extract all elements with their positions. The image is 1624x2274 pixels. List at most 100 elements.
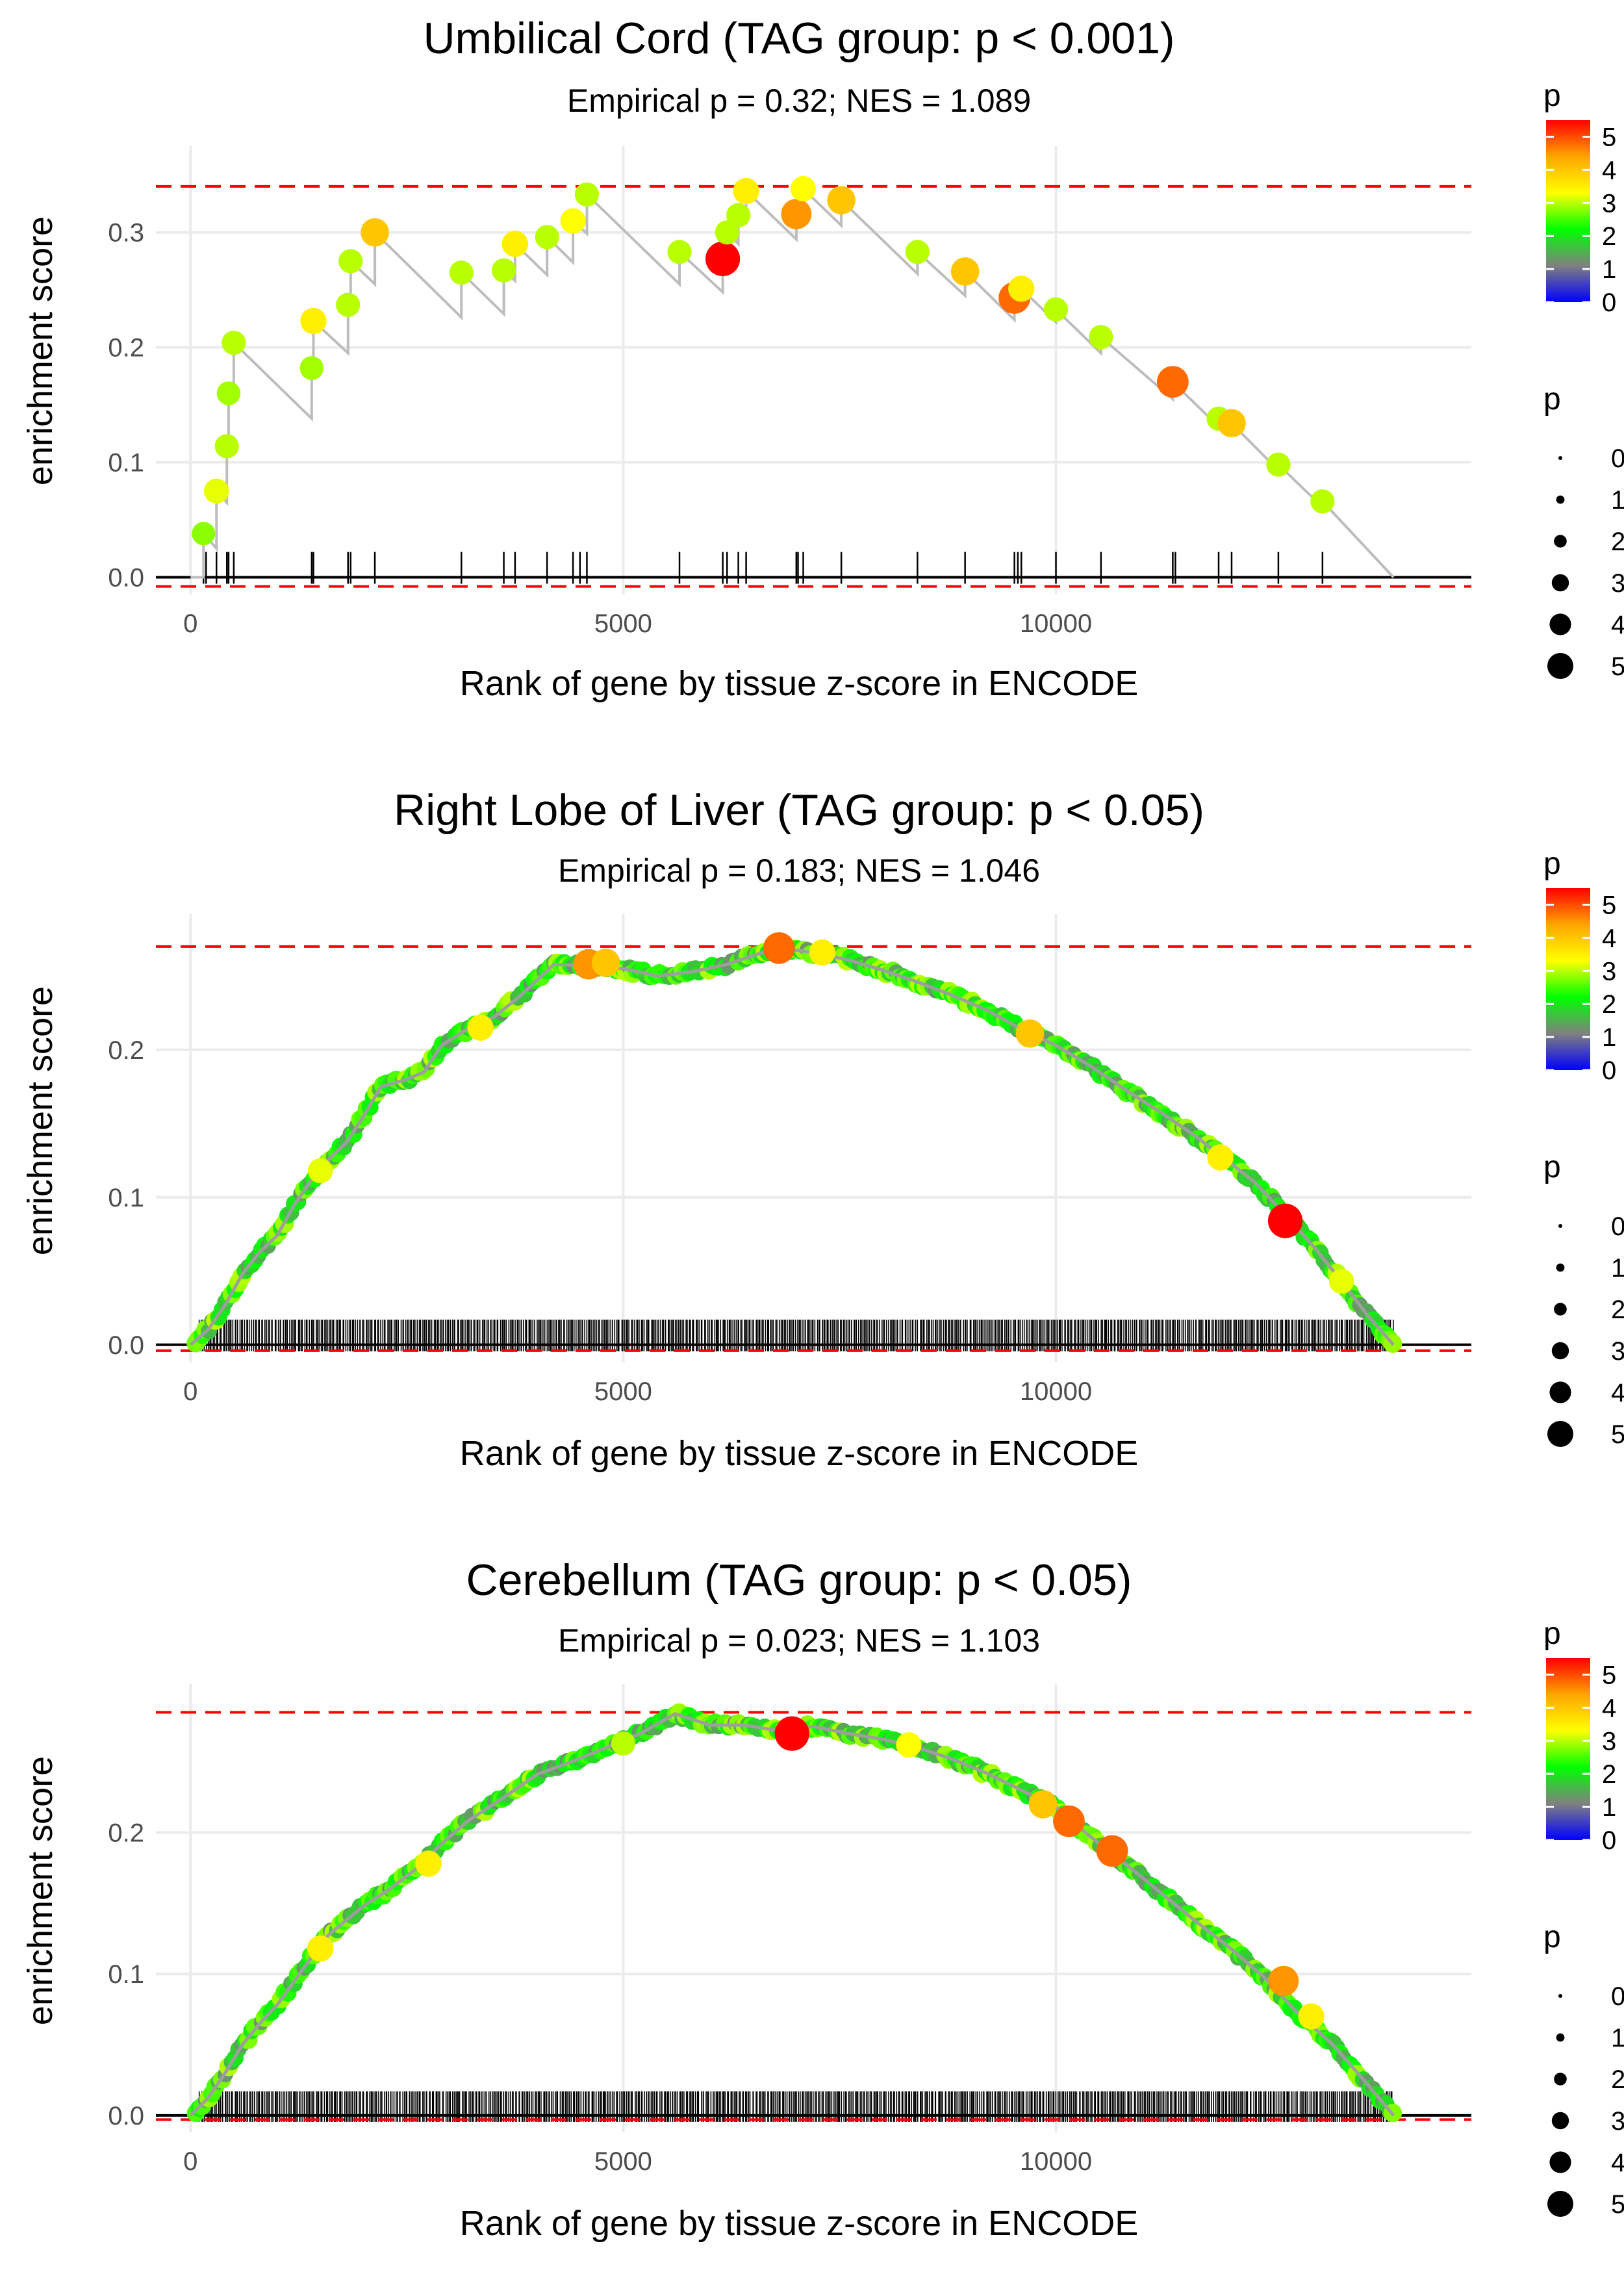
data-point — [1310, 489, 1335, 514]
x-tick-label: 10000 — [1020, 609, 1092, 638]
size-legend-dot — [1551, 1342, 1569, 1360]
data-point — [790, 175, 817, 202]
size-legend-label: 1 — [1611, 2024, 1624, 2052]
data-point — [299, 356, 324, 380]
size-legend-dot — [1554, 535, 1567, 548]
size-legend-dot — [1547, 1421, 1573, 1447]
size-legend-label: 0 — [1611, 1982, 1624, 2011]
data-point — [1266, 452, 1291, 477]
x-tick-label: 0 — [183, 609, 197, 638]
data-point — [501, 231, 529, 257]
color-bar-label: 1 — [1602, 255, 1616, 284]
y-axis-label: enrichment score — [21, 1756, 60, 2025]
y-tick-label: 0.2 — [108, 1819, 144, 1848]
color-legend-title: p — [1543, 847, 1561, 881]
color-bar-label: 2 — [1602, 1760, 1616, 1789]
y-tick-label: 0.0 — [108, 2102, 144, 2130]
legend-right-lobe-of-liver: p 0 1 2 3 4 5 p 0 1 2 3 4 5 — [1543, 847, 1624, 1449]
color-bar — [1546, 1658, 1590, 1840]
x-tick-label: 5000 — [594, 1377, 652, 1406]
color-bar-label: 5 — [1602, 123, 1616, 151]
size-legend-label: 0 — [1611, 1212, 1624, 1241]
color-bar-label: 5 — [1602, 891, 1616, 919]
enrichment-curve — [189, 1711, 1395, 2117]
chart-title: Right Lobe of Liver (TAG group: p < 0.05… — [394, 786, 1204, 835]
color-bar-label: 3 — [1602, 957, 1616, 986]
panel-umbilical-cord: Umbilical Cord (TAG group: p < 0.001) Em… — [21, 14, 1624, 703]
color-bar — [1546, 120, 1590, 302]
highlight-point — [1298, 2003, 1325, 2030]
color-bar-label: 3 — [1602, 1727, 1616, 1756]
y-axis-label: enrichment score — [21, 216, 60, 485]
size-legend-dot — [1558, 456, 1562, 460]
data-point — [726, 203, 751, 227]
size-legend-dot — [1556, 495, 1565, 504]
size-legend-label: 4 — [1611, 1379, 1624, 1407]
size-legend-dot — [1549, 1381, 1571, 1403]
highlight-point — [1015, 1019, 1045, 1048]
color-bar — [1546, 888, 1590, 1070]
data-point — [705, 241, 741, 276]
size-legend-label: 2 — [1611, 1296, 1624, 1324]
size-legend-dot — [1556, 2033, 1565, 2042]
chart-subtitle: Empirical p = 0.32; NES = 1.089 — [567, 83, 1031, 119]
data-point — [667, 240, 692, 264]
data-point — [560, 208, 586, 234]
y-tick-label: 0.2 — [108, 1036, 144, 1065]
y-tick-label: 0.1 — [108, 1184, 144, 1212]
size-legend-dot — [1547, 2191, 1573, 2217]
highlight-point — [307, 1158, 333, 1184]
data-point — [214, 434, 239, 459]
data-point — [1217, 409, 1246, 438]
color-bar-label: 4 — [1602, 924, 1616, 952]
highlight-point — [415, 1850, 442, 1877]
size-legend-title: p — [1543, 1150, 1561, 1184]
data-point — [827, 186, 856, 214]
highlight-point — [1267, 1203, 1303, 1238]
size-legend-dot — [1551, 2112, 1569, 2130]
size-legend-label: 1 — [1611, 486, 1624, 515]
data-point — [491, 258, 516, 283]
highlight-point — [1268, 1965, 1299, 1997]
color-bar-label: 0 — [1602, 1826, 1616, 1855]
size-legend-label: 5 — [1611, 2190, 1624, 2219]
size-legend-label: 0 — [1611, 444, 1624, 473]
size-legend-label: 2 — [1611, 528, 1624, 556]
size-legend-label: 4 — [1611, 2149, 1624, 2177]
x-axis-label: Rank of gene by tissue z-score in ENCODE — [460, 1434, 1138, 1473]
plot-area-cerebellum: 0 5000 10000 0.0 0.1 0.2 — [108, 1684, 1471, 2176]
size-legend-dot — [1549, 2151, 1571, 2173]
data-point — [204, 478, 229, 504]
color-bar-label: 4 — [1602, 1694, 1616, 1722]
size-legend-label: 5 — [1611, 1420, 1624, 1449]
x-tick-label: 10000 — [1020, 2147, 1092, 2176]
data-point — [300, 307, 327, 335]
data-point — [361, 218, 389, 247]
color-bar-label: 0 — [1602, 1056, 1616, 1085]
y-tick-label: 0.1 — [108, 1960, 144, 1989]
y-tick-label: 0.1 — [108, 449, 144, 478]
data-point — [192, 522, 216, 546]
highlight-point — [763, 932, 795, 964]
size-legend-label: 1 — [1611, 1254, 1624, 1283]
size-legend-dot — [1551, 574, 1569, 592]
y-tick-label: 0.3 — [108, 219, 144, 248]
data-point — [1008, 275, 1035, 302]
y-tick-label: 0.0 — [108, 1331, 144, 1360]
y-tick-label: 0.2 — [108, 334, 144, 363]
highlight-point — [896, 1732, 922, 1758]
size-legend-dot — [1554, 1303, 1567, 1316]
highlight-point — [809, 939, 836, 966]
y-axis-label: enrichment score — [21, 986, 60, 1255]
highlight-point — [1028, 1790, 1058, 1819]
color-bar-label: 4 — [1602, 156, 1616, 185]
data-point — [338, 249, 363, 274]
highlight-point — [611, 1731, 636, 1756]
size-legend-label: 2 — [1611, 2065, 1624, 2094]
size-legend-dot — [1556, 1263, 1565, 1272]
size-legend-label: 3 — [1611, 569, 1624, 598]
highlight-point — [1053, 1805, 1085, 1837]
data-point — [781, 198, 812, 229]
size-legend-dot — [1549, 613, 1571, 635]
